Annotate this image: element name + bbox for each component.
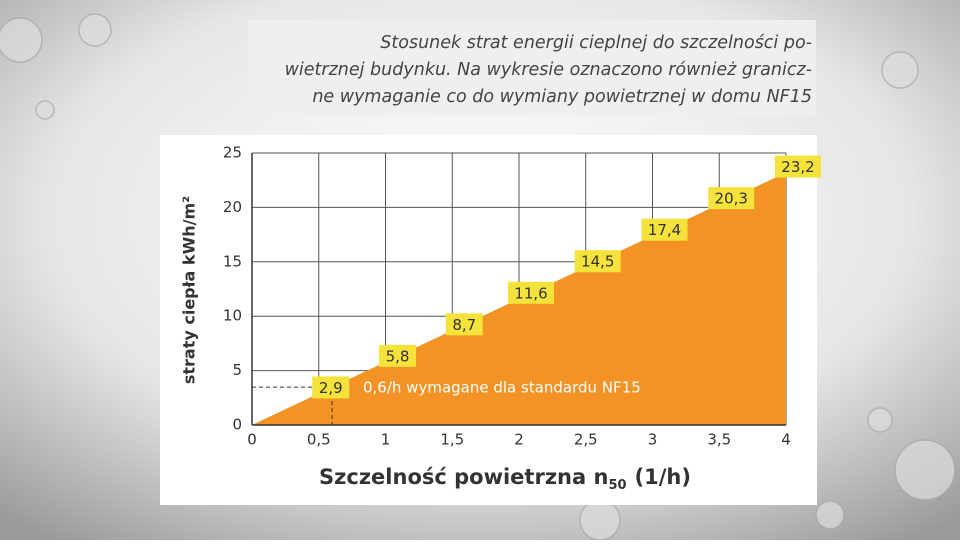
value-label-box xyxy=(641,218,688,241)
caption-box xyxy=(248,20,816,116)
value-label: 14,5 xyxy=(581,253,614,271)
value-label-box xyxy=(574,250,621,273)
x-tick-label: 2,5 xyxy=(574,431,598,449)
caption: Stosunek strat energii cieplnej do szcze… xyxy=(285,33,812,107)
y-tick-label: 15 xyxy=(223,252,242,270)
value-label-box xyxy=(312,376,350,399)
value-label-box xyxy=(445,313,483,336)
value-label: 17,4 xyxy=(648,221,681,239)
value-label-box xyxy=(379,344,416,367)
caption-line: Stosunek strat energii cieplnej do szcze… xyxy=(380,33,812,53)
value-label: 20,3 xyxy=(715,190,748,208)
y-tick-label: 0 xyxy=(232,416,242,434)
x-tick-label: 1,5 xyxy=(440,431,464,449)
x-tick-label: 3,5 xyxy=(707,431,731,449)
caption-line: ne wymaganie co do wymiany powietrznej w… xyxy=(312,87,812,107)
y-tick-label: 20 xyxy=(223,198,242,216)
value-label-box xyxy=(508,281,554,304)
x-tick-label: 4 xyxy=(781,431,791,449)
x-tick-label: 2 xyxy=(514,431,524,449)
value-label: 23,2 xyxy=(781,158,814,176)
caption-line: wietrznej budynku. Na wykresie oznaczono… xyxy=(285,60,812,80)
x-tick-label: 3 xyxy=(648,431,658,449)
value-label: 2,9 xyxy=(319,379,343,397)
x-label-text: Szczelność powietrzna n xyxy=(319,465,608,489)
x-tick-label: 0 xyxy=(247,431,257,449)
value-label-box xyxy=(708,187,755,210)
x-label-subscript: 50 xyxy=(608,478,626,493)
y-tick-label: 25 xyxy=(223,144,242,162)
value-label: 8,7 xyxy=(452,316,476,334)
value-label-box xyxy=(775,155,821,178)
value-label: 11,6 xyxy=(514,284,547,302)
drops xyxy=(0,13,956,541)
y-axis-label: straty ciepła kWh/m² xyxy=(180,196,199,384)
y-tick-label: 10 xyxy=(223,307,242,325)
x-axis-label: Szczelność powietrzna n50 (1/h) xyxy=(319,465,691,493)
annotation: 0,6/h wymagane dla standardu NF15 xyxy=(363,379,641,397)
x-tick-label: 0,5 xyxy=(307,431,331,449)
x-tick-label: 1 xyxy=(381,431,391,449)
value-label: 5,8 xyxy=(386,347,410,365)
y-tick-label: 5 xyxy=(232,361,242,379)
x-label-suffix: (1/h) xyxy=(635,465,691,489)
